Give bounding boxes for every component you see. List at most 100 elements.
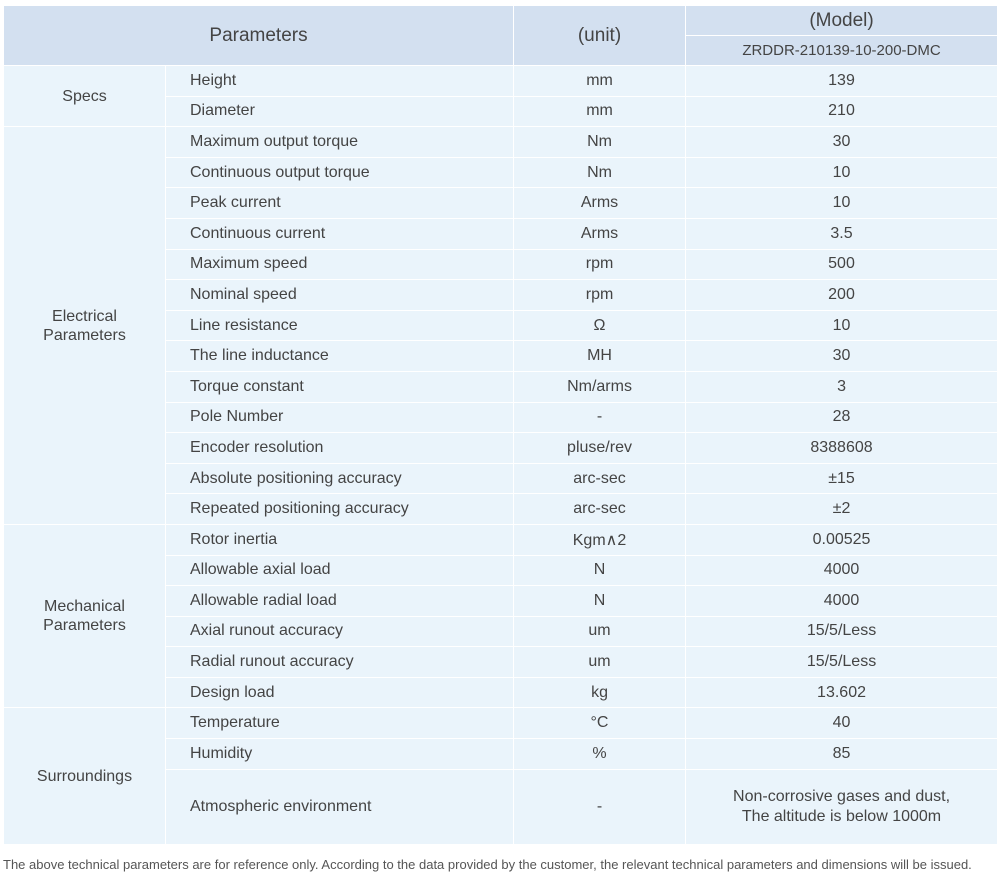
unit: mm: [513, 65, 687, 97]
header-parameters: Parameters: [2, 5, 515, 66]
unit: Nm: [513, 126, 687, 158]
value: 210: [685, 95, 999, 128]
param: Repeated positioning accuracy: [164, 493, 515, 525]
value: 15/5/Less: [685, 646, 999, 678]
header-unit: (unit): [513, 5, 687, 66]
value: ±2: [685, 493, 999, 525]
value-line: The altitude is below 1000m: [741, 807, 942, 825]
row: Surroundings Temperature °C 40: [3, 707, 999, 845]
unit: mm: [513, 95, 687, 128]
unit: N: [513, 585, 687, 617]
row: Mechanical Parameters Rotor inertia Kgm∧2 0…: [3, 523, 999, 709]
param: Axial runout accuracy: [164, 615, 515, 648]
value: 200: [685, 279, 999, 311]
value: 10: [685, 187, 999, 219]
value: 3.5: [685, 217, 999, 250]
row: Nominal speed rpm 200: [4, 279, 999, 311]
param: Line resistance: [164, 309, 515, 342]
param: Temperature: [164, 707, 515, 740]
param: Torque constant: [164, 370, 515, 403]
param: Height: [164, 65, 515, 97]
row: Encoder resolution pluse/rev 8388608: [4, 432, 999, 464]
row: Allowable axial load N 4000: [4, 554, 999, 587]
unit: Nm/arms: [513, 370, 687, 403]
param: Absolute positioning accuracy: [164, 462, 515, 495]
row: Electrical Parameters Maximum output torq…: [3, 126, 999, 525]
row: The line inductance MH 30: [4, 340, 999, 372]
row: Allowable radial load N 4000: [4, 585, 999, 617]
group-name: Mechanical Parameters: [3, 523, 166, 709]
row: Atmospheric environment - Non-corrosive ga…: [4, 768, 999, 845]
param: Rotor inertia: [164, 523, 515, 556]
unit: -: [513, 768, 687, 845]
unit: um: [513, 646, 687, 678]
param: Diameter: [164, 95, 515, 128]
unit: Arms: [513, 217, 687, 250]
group-name: Electrical Parameters: [3, 126, 166, 525]
unit: kg: [513, 676, 687, 709]
row: Humidity% 85: [4, 738, 999, 770]
value: 30: [685, 340, 999, 372]
param: Maximum speed: [164, 248, 515, 281]
param: Humidity: [164, 738, 515, 770]
unit: Kgm∧2: [513, 523, 687, 556]
value: 85: [685, 738, 999, 770]
group-name: Specs: [3, 64, 166, 128]
table-wrap: Parameters (unit) (Model) ZRDDR-210139-1…: [2, 5, 999, 845]
param: Nominal speed: [164, 279, 515, 311]
unit: um: [513, 615, 687, 648]
value-line: Non-corrosive gases and dust,: [733, 787, 951, 805]
unit: -: [513, 401, 687, 434]
value: 0.00525: [685, 523, 999, 556]
header-model-name: ZRDDR-210139-10-200-DMC: [685, 35, 999, 66]
value: 139: [685, 65, 999, 97]
unit: N: [513, 554, 687, 587]
table-body: Specs Height mm 139 Diameter mm 210 Electrical …: [3, 64, 999, 845]
value: 28: [685, 401, 999, 434]
row: Axial runout accuracy um 15/5/Less: [4, 615, 999, 648]
param: The line inductance: [164, 340, 515, 372]
unit: rpm: [513, 279, 687, 311]
value: 13.602: [685, 676, 999, 709]
unit: %: [513, 738, 687, 770]
row: Specs Height mm 139: [3, 64, 999, 128]
unit: arc-sec: [513, 493, 687, 525]
row: Design load kg 13.602: [4, 676, 999, 709]
unit: pluse/rev: [513, 432, 687, 464]
value: 4000: [685, 554, 999, 587]
header-model: (Model): [685, 5, 999, 36]
group-name: Surroundings: [3, 707, 166, 845]
unit: Ω: [513, 309, 687, 342]
row: Torque constant Nm/arms 3: [4, 370, 999, 403]
param: Maximum output torque: [164, 126, 515, 158]
row: Peak current Arms 10: [4, 187, 999, 219]
value: 500: [685, 248, 999, 281]
param: Pole Number: [164, 401, 515, 434]
spec-table: Parameters (unit) (Model) ZRDDR-210139-1…: [2, 5, 999, 845]
value: 10: [685, 156, 999, 189]
row: Absolute positioning accuracy arc-sec ±15: [4, 462, 999, 495]
row: Radial runout accuracy um 15/5/Less: [4, 646, 999, 678]
param: Radial runout accuracy: [164, 646, 515, 678]
value: Non-corrosive gases and dust, The altitud…: [685, 768, 999, 845]
row: Diameter mm 210: [4, 95, 999, 128]
param: Atmospheric environment: [164, 768, 515, 845]
param: Allowable radial load: [164, 585, 515, 617]
value: 3: [685, 370, 999, 403]
param: Continuous output torque: [164, 156, 515, 189]
param: Continuous current: [164, 217, 515, 250]
row: Continuous output torque Nm 10: [4, 156, 999, 189]
value: 15/5/Less: [685, 615, 999, 648]
row: Maximum speed rpm 500: [4, 248, 999, 281]
footnote: The above technical parameters are for r…: [3, 857, 972, 872]
value: 4000: [685, 585, 999, 617]
unit: Arms: [513, 187, 687, 219]
row: Continuous current Arms 3.5: [4, 217, 999, 250]
param: Design load: [164, 676, 515, 709]
value: 30: [685, 126, 999, 158]
unit: rpm: [513, 248, 687, 281]
unit: MH: [513, 340, 687, 372]
value: 8388608: [685, 432, 999, 464]
unit: Nm: [513, 156, 687, 189]
